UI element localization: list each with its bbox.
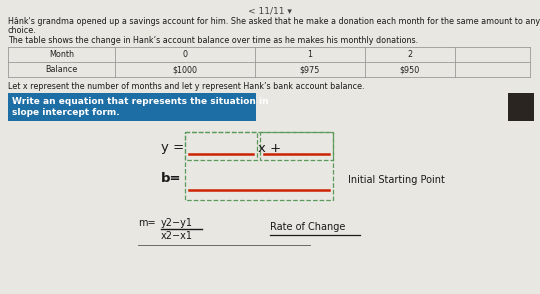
Text: y2−y1: y2−y1 <box>161 218 193 228</box>
Text: b=: b= <box>161 171 181 185</box>
FancyBboxPatch shape <box>8 47 530 77</box>
Text: Let x represent the number of months and let y represent Hank’s bank account bal: Let x represent the number of months and… <box>8 82 365 91</box>
Text: Balance: Balance <box>45 65 78 74</box>
Text: slope intercept form.: slope intercept form. <box>12 108 120 117</box>
Text: Hânk's grandma opened up a savings account for him. She asked that he make a don: Hânk's grandma opened up a savings accou… <box>8 17 540 26</box>
Text: Write an equation that represents the situation in: Write an equation that represents the si… <box>12 97 268 106</box>
Text: The table shows the change in Hank’s account balance over time as he makes his m: The table shows the change in Hank’s acc… <box>8 36 418 45</box>
Text: x2−x1: x2−x1 <box>161 231 193 241</box>
Text: 0: 0 <box>183 50 187 59</box>
FancyBboxPatch shape <box>508 93 534 121</box>
Text: Rate of Change: Rate of Change <box>270 222 346 232</box>
Text: < 11/11 ▾: < 11/11 ▾ <box>248 6 292 15</box>
Text: $950: $950 <box>400 65 420 74</box>
Text: x +: x + <box>258 141 281 155</box>
Text: Month: Month <box>49 50 74 59</box>
Text: Initial Starting Point: Initial Starting Point <box>348 175 445 185</box>
FancyBboxPatch shape <box>8 93 256 121</box>
Text: 1: 1 <box>307 50 313 59</box>
Text: $975: $975 <box>300 65 320 74</box>
Text: $1000: $1000 <box>172 65 198 74</box>
Text: m=: m= <box>138 218 156 228</box>
Text: 2: 2 <box>408 50 413 59</box>
Text: y =: y = <box>161 141 184 155</box>
Text: choice.: choice. <box>8 26 37 35</box>
